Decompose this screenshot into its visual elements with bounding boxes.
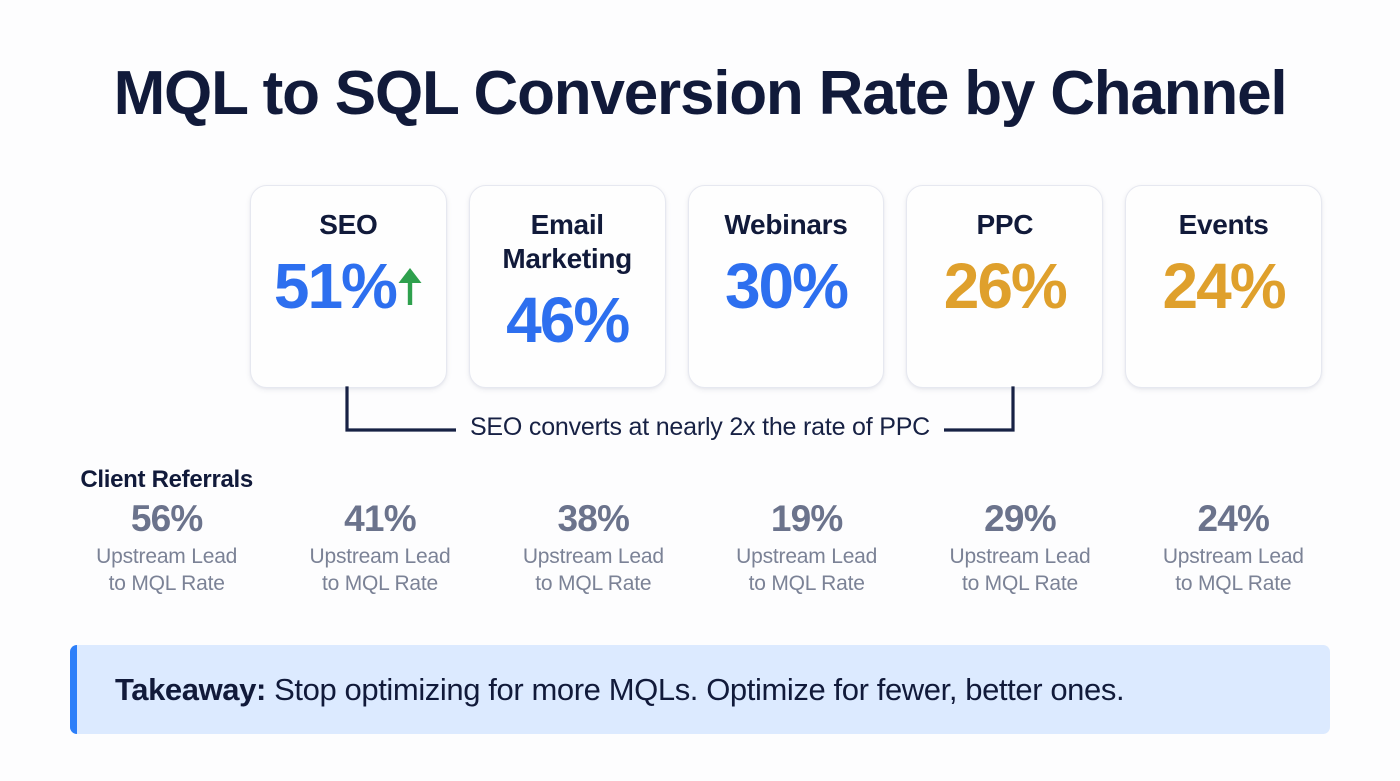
stat-caption: Upstream Lead to MQL Rate — [949, 544, 1090, 598]
page-title: MQL to SQL Conversion Rate by Channel — [113, 59, 1288, 128]
stat-caption: Upstream Lead to MQL Rate — [310, 544, 451, 598]
stat-caption: Upstream Lead to MQL Rate — [96, 544, 237, 598]
stat-value: 19% — [770, 498, 843, 539]
stat-value: 41% — [344, 498, 416, 539]
stat-caption-line1: Upstream Lead — [309, 544, 451, 568]
channel-card-seo[interactable]: SEO 51% — [250, 185, 447, 388]
stat-caption-line1: Upstream Lead — [522, 544, 664, 568]
channel-card-ppc[interactable]: PPC 26% — [906, 185, 1104, 388]
takeaway-label: Takeaway: — [115, 671, 266, 707]
card-value-wrap: 30% — [724, 250, 849, 323]
upstream-stats-row: Client Referrals 56% Upstream Lead to MQ… — [60, 466, 1340, 598]
stat-caption-line1: Upstream Lead — [96, 544, 238, 568]
channel-card-email-marketing[interactable]: Email Marketing 46% — [468, 185, 666, 388]
stat-value: 38% — [557, 498, 630, 539]
trend-up-arrow-icon — [398, 268, 422, 306]
stat-top-label: Client Referrals — [80, 466, 253, 493]
upstream-stat-webinars: 19% Upstream Lead to MQL Rate — [700, 498, 913, 598]
card-value-wrap: 24% — [1162, 250, 1287, 323]
stat-value: 24% — [1197, 498, 1270, 539]
stat-caption: Upstream Lead to MQL Rate — [736, 544, 877, 598]
upstream-stat-email-marketing: 38% Upstream Lead to MQL Rate — [487, 498, 700, 598]
card-label: SEO — [319, 209, 378, 240]
card-label: Events — [1178, 209, 1269, 240]
takeaway-accent-bar — [70, 645, 77, 734]
channel-card-row: SEO 51% Email Marketing 46% Webinars 30%… — [250, 185, 1322, 388]
comparison-bracket-text: SEO converts at nearly 2x the rate of PP… — [455, 413, 945, 441]
takeaway-callout: Takeaway: Stop optimizing for more MQLs.… — [70, 645, 1330, 734]
card-value-wrap: 26% — [943, 250, 1068, 323]
stat-caption-line2: to MQL Rate — [535, 571, 652, 595]
card-value: 26% — [943, 250, 1068, 323]
card-value: 51% — [273, 250, 398, 323]
stat-caption-line1: Upstream Lead — [949, 544, 1091, 568]
stat-caption-line1: Upstream Lead — [1162, 544, 1304, 568]
stat-caption: Upstream Lead to MQL Rate — [1163, 544, 1304, 598]
card-value: 30% — [724, 250, 849, 323]
takeaway-body: Stop optimizing for more MQLs. Optimize … — [265, 671, 1125, 707]
stat-value: 29% — [984, 498, 1056, 539]
card-label: Email Marketing — [502, 209, 632, 275]
stat-caption-line2: to MQL Rate — [321, 571, 439, 595]
stat-caption-line2: to MQL Rate — [1175, 571, 1292, 595]
stat-value: 56% — [130, 498, 203, 539]
stat-caption: Upstream Lead to MQL Rate — [523, 544, 664, 598]
stat-caption-line2: to MQL Rate — [108, 571, 225, 595]
channel-card-webinars[interactable]: Webinars 30% — [687, 185, 885, 388]
card-label: PPC — [976, 209, 1034, 240]
upstream-stat-client-referrals: Client Referrals 56% Upstream Lead to MQ… — [60, 466, 273, 598]
card-value: 24% — [1162, 250, 1287, 323]
upstream-stat-events: 24% Upstream Lead to MQL Rate — [1127, 498, 1340, 598]
channel-card-events[interactable]: Events 24% — [1125, 185, 1322, 388]
card-value-wrap: 51% — [274, 254, 423, 318]
stat-caption-line2: to MQL Rate — [961, 571, 1079, 595]
stat-caption-line2: to MQL Rate — [748, 571, 865, 595]
comparison-bracket-label: SEO converts at nearly 2x the rate of PP… — [0, 413, 1400, 442]
card-label: Webinars — [724, 209, 848, 240]
upstream-stat-ppc: 29% Upstream Lead to MQL Rate — [913, 498, 1126, 598]
upstream-stat-seo: 41% Upstream Lead to MQL Rate — [273, 498, 486, 598]
card-value-wrap: 46% — [506, 284, 630, 357]
takeaway-text: Takeaway: Stop optimizing for more MQLs.… — [70, 671, 1125, 708]
card-value: 46% — [506, 284, 630, 357]
stat-caption-line1: Upstream Lead — [736, 544, 878, 568]
